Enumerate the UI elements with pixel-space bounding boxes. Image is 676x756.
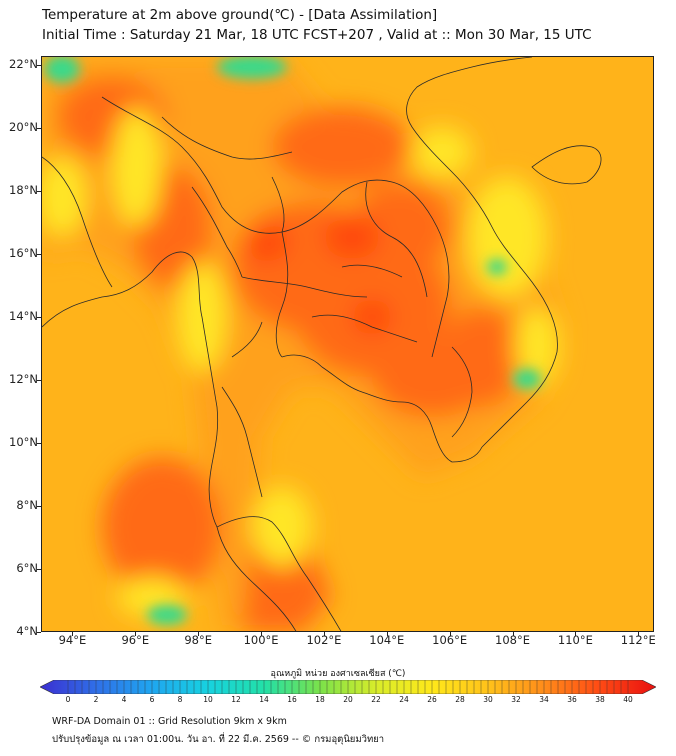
lon-tick-label: 102°E bbox=[306, 633, 342, 647]
colorbar-tick-label: 2 bbox=[93, 695, 99, 704]
lat-tick-mark bbox=[37, 128, 41, 130]
lat-tick-label: 16°N bbox=[9, 246, 38, 261]
colorbar-tick-label: 18 bbox=[315, 695, 325, 704]
colorbar-tick-label: 14 bbox=[259, 695, 269, 704]
lat-tick-mark bbox=[37, 380, 41, 382]
lat-tick-mark bbox=[37, 254, 41, 256]
colorbar-tick-label: 32 bbox=[511, 695, 521, 704]
colorbar-tick-label: 38 bbox=[595, 695, 605, 704]
colorbar-tick-label: 24 bbox=[399, 695, 409, 704]
colorbar-tick-label: 22 bbox=[371, 695, 381, 704]
colorbar-tick-label: 8 bbox=[177, 695, 183, 704]
chart-subtitle: Initial Time : Saturday 21 Mar, 18 UTC F… bbox=[42, 27, 592, 43]
colorbar-tick-label: 4 bbox=[121, 695, 127, 704]
lat-tick-label: 14°N bbox=[9, 309, 38, 324]
lat-tick-label: 10°N bbox=[9, 435, 38, 450]
cold-highland-patches bbox=[44, 57, 541, 625]
lon-tick-label: 106°E bbox=[432, 633, 468, 647]
lat-tick-mark bbox=[37, 569, 41, 571]
lon-tick-mark bbox=[575, 632, 577, 636]
lat-tick-mark bbox=[37, 632, 41, 633]
lat-tick-label: 22°N bbox=[9, 57, 38, 72]
lon-tick-mark bbox=[323, 632, 325, 636]
lon-tick-mark bbox=[198, 632, 200, 636]
colorbar-tick-label: 40 bbox=[623, 695, 633, 704]
footer-update-info: ปรับปรุงข้อมูล ณ เวลา 01:00น. วัน อา. ที… bbox=[52, 734, 385, 745]
colorbar-tick-label: 34 bbox=[539, 695, 549, 704]
lat-tick-label: 6°N bbox=[16, 561, 38, 576]
lon-tick-label: 108°E bbox=[495, 633, 531, 647]
lat-tick-mark bbox=[37, 506, 41, 508]
temperature-map[interactable] bbox=[41, 56, 654, 632]
lat-tick-label: 18°N bbox=[9, 183, 38, 198]
map-canvas bbox=[42, 57, 653, 631]
footer-model-info: WRF-DA Domain 01 :: Grid Resolution 9km … bbox=[52, 716, 287, 727]
lat-tick-mark bbox=[37, 317, 41, 319]
lat-tick-label: 8°N bbox=[16, 498, 38, 513]
lon-tick-mark bbox=[386, 632, 388, 636]
lat-tick-mark bbox=[37, 65, 41, 67]
lon-tick-label: 110°E bbox=[557, 633, 593, 647]
coastlines-and-borders bbox=[42, 57, 602, 631]
colorbar-tick-label: 12 bbox=[231, 695, 241, 704]
lon-tick-label: 98°E bbox=[184, 633, 212, 647]
colorbar-tick-label: 16 bbox=[287, 695, 297, 704]
colorbar-tick-label: 26 bbox=[427, 695, 437, 704]
lat-tick-mark bbox=[37, 191, 41, 193]
colorbar-tick-label: 20 bbox=[343, 695, 353, 704]
temperature-field-blobs bbox=[42, 57, 562, 631]
lon-tick-label: 104°E bbox=[369, 633, 405, 647]
lon-tick-mark bbox=[449, 632, 451, 636]
colorbar-tick-label: 0 bbox=[65, 695, 71, 704]
lon-tick-label: 100°E bbox=[243, 633, 279, 647]
lon-tick-mark bbox=[261, 632, 263, 636]
chart-title: Temperature at 2m above ground(℃) - [Dat… bbox=[42, 7, 438, 23]
colorbar-tick-label: 28 bbox=[455, 695, 465, 704]
lat-tick-mark bbox=[37, 443, 41, 445]
lon-tick-mark bbox=[72, 632, 74, 636]
lon-tick-label: 112°E bbox=[620, 633, 656, 647]
colorbar-label: อุณหภูมิ หน่วย องศาเซลเซียส (℃) bbox=[270, 669, 406, 679]
lat-tick-label: 20°N bbox=[9, 120, 38, 135]
lon-tick-mark bbox=[512, 632, 514, 636]
lat-tick-label: 12°N bbox=[9, 372, 38, 387]
lon-tick-mark bbox=[638, 632, 640, 636]
lon-tick-mark bbox=[135, 632, 137, 636]
colorbar-graphic bbox=[39, 679, 657, 695]
lon-tick-label: 94°E bbox=[58, 633, 87, 647]
colorbar-tick-label: 30 bbox=[483, 695, 493, 704]
colorbar-tick-label: 10 bbox=[203, 695, 213, 704]
colorbar-tick-label: 6 bbox=[149, 695, 155, 704]
lat-tick-label: 4°N bbox=[16, 624, 38, 638]
lon-tick-label: 96°E bbox=[121, 633, 150, 647]
colorbar-tick-label: 36 bbox=[567, 695, 577, 704]
colorbar bbox=[39, 679, 657, 695]
